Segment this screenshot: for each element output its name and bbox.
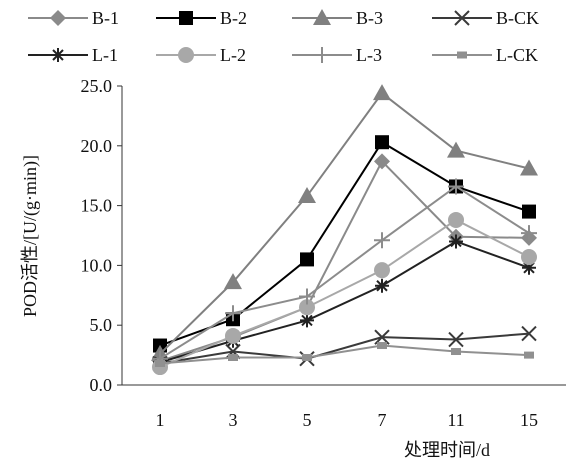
legend-label: B-1 xyxy=(92,8,119,28)
legend-marker xyxy=(51,48,65,62)
data-point xyxy=(225,327,241,344)
data-point xyxy=(521,225,537,242)
data-point xyxy=(447,141,465,158)
data-point xyxy=(449,234,463,249)
series-l-3 xyxy=(152,178,537,367)
y-tick-label: 5.0 xyxy=(90,315,113,335)
data-point xyxy=(225,305,241,322)
series-line xyxy=(159,140,530,347)
data-point xyxy=(298,187,316,204)
legend-item-b-1: B-1 xyxy=(28,8,119,28)
data-point xyxy=(374,329,390,345)
series-line xyxy=(159,332,530,365)
series-l-ck xyxy=(155,342,534,367)
data-point xyxy=(224,273,242,290)
data-point xyxy=(375,135,389,150)
data-point xyxy=(448,331,464,348)
y-ticks: 0.0 5.0 10.0 15.0 20.0 25.0 xyxy=(81,76,122,395)
data-point xyxy=(521,249,537,266)
legend-item-b-3: B-3 xyxy=(292,8,383,28)
data-point xyxy=(302,353,312,361)
data-point xyxy=(377,342,387,350)
y-tick-label: 10.0 xyxy=(81,255,113,275)
y-tick-label: 25.0 xyxy=(81,76,113,96)
series-line xyxy=(159,185,530,360)
data-point xyxy=(299,299,315,316)
legend-item-l-3: L-3 xyxy=(292,45,382,65)
legend-label: B-3 xyxy=(356,8,383,28)
y-tick-label: 0.0 xyxy=(90,375,113,395)
data-point xyxy=(300,313,314,328)
series-line xyxy=(159,344,530,365)
legend-marker xyxy=(179,11,193,25)
series-l-2 xyxy=(152,211,537,376)
legend: B-1 B-2 B-3 B-CK L-1 L-2 L-3 L-CK xyxy=(28,8,539,65)
x-axis-title: 处理时间/d xyxy=(404,440,490,460)
legend-item-l-ck: L-CK xyxy=(432,45,538,65)
data-point xyxy=(448,211,464,228)
legend-label: B-CK xyxy=(496,8,539,28)
legend-label: B-2 xyxy=(220,8,247,28)
legend-marker xyxy=(454,10,470,26)
series-b-3 xyxy=(151,84,538,361)
legend-marker xyxy=(457,51,467,59)
y-tick-label: 15.0 xyxy=(81,196,113,216)
legend-marker xyxy=(50,10,66,26)
data-point xyxy=(299,288,315,305)
legend-marker xyxy=(314,47,330,63)
series-line xyxy=(159,159,530,363)
data-point xyxy=(374,232,390,249)
legend-label: L-3 xyxy=(356,45,382,65)
data-point xyxy=(300,252,314,267)
series-b-2 xyxy=(153,135,536,353)
legend-item-b-ck: B-CK xyxy=(432,8,539,28)
data-point xyxy=(520,159,538,176)
legend-label: L-CK xyxy=(496,45,538,65)
data-point xyxy=(374,262,390,279)
data-point xyxy=(522,260,536,275)
axes: 0.0 5.0 10.0 15.0 20.0 25.0 1 3 5 7 11 15 POD活性/[U… xyxy=(20,76,566,460)
data-point xyxy=(374,153,390,170)
series-line xyxy=(159,240,530,364)
legend-label: L-2 xyxy=(220,45,246,65)
data-point xyxy=(375,278,389,293)
x-tick-label: 1 xyxy=(156,410,165,430)
x-tick-label: 5 xyxy=(303,410,312,430)
legend-item-b-2: B-2 xyxy=(156,8,247,28)
series-l-1 xyxy=(153,234,536,370)
data-point xyxy=(373,84,391,101)
x-ticks: 1 3 5 7 11 15 xyxy=(156,410,539,430)
data-point xyxy=(521,325,537,342)
x-tick-label: 11 xyxy=(447,410,464,430)
series-line xyxy=(159,91,530,355)
data-point xyxy=(448,178,464,195)
x-tick-label: 3 xyxy=(229,410,238,430)
legend-item-l-1: L-1 xyxy=(28,45,118,65)
legend-marker xyxy=(178,47,194,63)
data-point xyxy=(228,353,238,361)
legend-marker xyxy=(313,9,331,25)
y-axis-title: POD活性/[U/(g·min)] xyxy=(20,155,41,317)
data-point xyxy=(451,348,461,356)
x-tick-label: 7 xyxy=(378,410,387,430)
plot-area xyxy=(151,84,538,376)
series-b-ck xyxy=(152,325,537,372)
data-point xyxy=(524,351,534,359)
data-point xyxy=(155,359,165,367)
x-tick-label: 15 xyxy=(520,410,538,430)
legend-label: L-1 xyxy=(92,45,118,65)
series-line xyxy=(159,218,530,368)
data-point xyxy=(522,204,536,219)
legend-item-l-2: L-2 xyxy=(156,45,246,65)
y-tick-label: 20.0 xyxy=(81,136,113,156)
